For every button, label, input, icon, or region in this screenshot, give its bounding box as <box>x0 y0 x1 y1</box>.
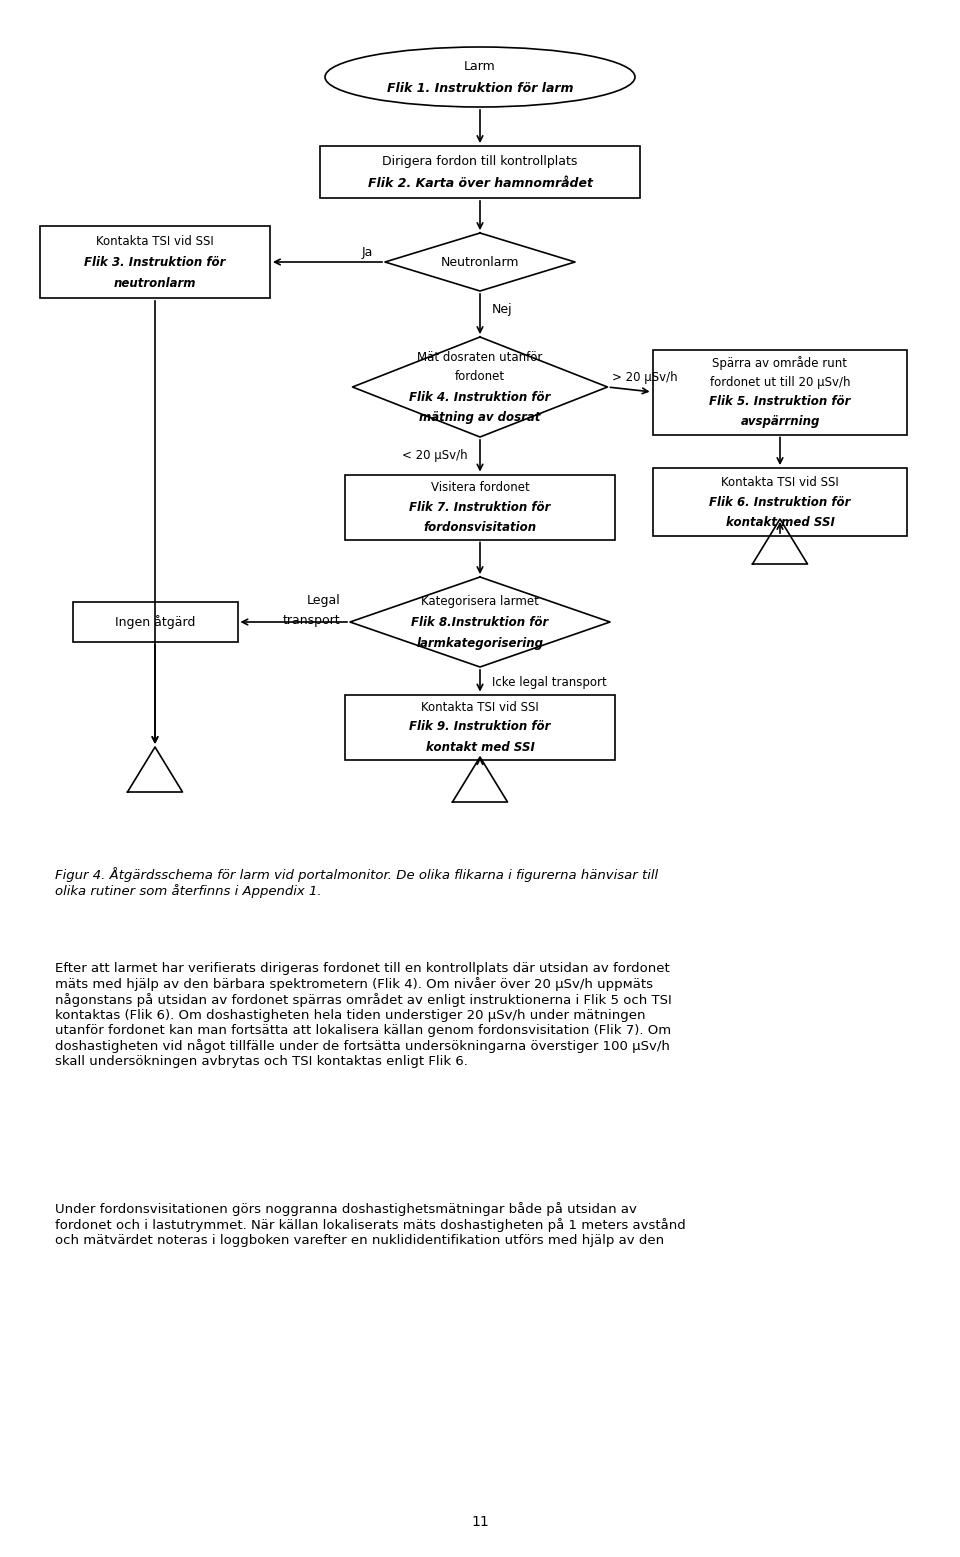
Text: avspärrning: avspärrning <box>740 414 820 428</box>
Text: Neutronlarm: Neutronlarm <box>441 255 519 268</box>
Polygon shape <box>128 747 182 793</box>
Text: Visitera fordonet: Visitera fordonet <box>431 481 529 494</box>
Text: Spärra av område runt: Spärra av område runt <box>712 355 848 369</box>
Text: kontakt med SSI: kontakt med SSI <box>726 515 834 528</box>
Text: Kontakta TSI vid SSI: Kontakta TSI vid SSI <box>721 475 839 489</box>
Text: < 20 µSv/h: < 20 µSv/h <box>402 448 468 461</box>
Text: Kontakta TSI vid SSI: Kontakta TSI vid SSI <box>96 235 214 248</box>
Text: transport: transport <box>282 613 340 626</box>
Bar <box>653 469 907 536</box>
Text: kontakt med SSI: kontakt med SSI <box>425 741 535 754</box>
Polygon shape <box>385 234 575 291</box>
Polygon shape <box>352 336 608 438</box>
Text: Flik 9. Instruktion för: Flik 9. Instruktion för <box>409 721 551 733</box>
Text: Flik 1. Instruktion för larm: Flik 1. Instruktion för larm <box>387 81 573 95</box>
Text: neutronlarm: neutronlarm <box>113 277 196 290</box>
Text: Dirigera fordon till kontrollplats: Dirigera fordon till kontrollplats <box>382 154 578 168</box>
Text: Figur 4. Åtgärdsschema för larm vid portalmonitor. De olika flikarna i figurerna: Figur 4. Åtgärdsschema för larm vid port… <box>55 867 659 898</box>
Text: Ingen åtgärd: Ingen åtgärd <box>115 615 195 629</box>
Text: 11: 11 <box>471 1515 489 1529</box>
Text: Flik 3. Instruktion för: Flik 3. Instruktion för <box>84 255 226 268</box>
Bar <box>345 475 615 539</box>
Text: mätning av dosrat: mätning av dosrat <box>420 411 540 424</box>
Polygon shape <box>753 518 807 564</box>
Text: Kategorisera larmet: Kategorisera larmet <box>421 595 539 607</box>
Text: Mät dosraten utanför: Mät dosraten utanför <box>418 350 542 363</box>
Text: > 20 µSv/h: > 20 µSv/h <box>612 371 678 383</box>
Text: Flik 4. Instruktion för: Flik 4. Instruktion för <box>409 391 551 403</box>
Text: Larm: Larm <box>464 59 496 73</box>
Bar <box>653 349 907 434</box>
Polygon shape <box>350 578 610 666</box>
Text: Under fordonsvisitationen görs noggranna doshastighetsmätningar både på utsidan : Under fordonsvisitationen görs noggranna… <box>55 1202 685 1247</box>
Text: Icke legal transport: Icke legal transport <box>492 676 607 688</box>
Text: fordonsvisitation: fordonsvisitation <box>423 520 537 534</box>
Polygon shape <box>452 757 508 802</box>
Text: Flik 5. Instruktion för: Flik 5. Instruktion för <box>709 395 851 408</box>
Text: Legal: Legal <box>306 593 340 607</box>
Text: Flik 8.Instruktion för: Flik 8.Instruktion för <box>412 615 548 629</box>
Text: Efter att larmet har verifierats dirigeras fordonet till en kontrollplats där ut: Efter att larmet har verifierats diriger… <box>55 962 672 1068</box>
Text: Kontakta TSI vid SSI: Kontakta TSI vid SSI <box>421 701 539 713</box>
Text: Flik 7. Instruktion för: Flik 7. Instruktion för <box>409 500 551 514</box>
Text: fordonet ut till 20 µSv/h: fordonet ut till 20 µSv/h <box>709 375 851 389</box>
Text: Flik 2. Karta över hamnområdet: Flik 2. Karta över hamnområdet <box>368 176 592 190</box>
Bar <box>40 226 270 297</box>
Ellipse shape <box>325 47 635 107</box>
Bar <box>73 603 237 641</box>
Text: larmkategorisering: larmkategorisering <box>417 637 543 649</box>
Text: fordonet: fordonet <box>455 371 505 383</box>
Bar <box>345 694 615 760</box>
Text: Nej: Nej <box>492 302 513 316</box>
Text: Flik 6. Instruktion för: Flik 6. Instruktion för <box>709 495 851 509</box>
Bar <box>320 146 640 198</box>
Text: Ja: Ja <box>362 246 373 258</box>
